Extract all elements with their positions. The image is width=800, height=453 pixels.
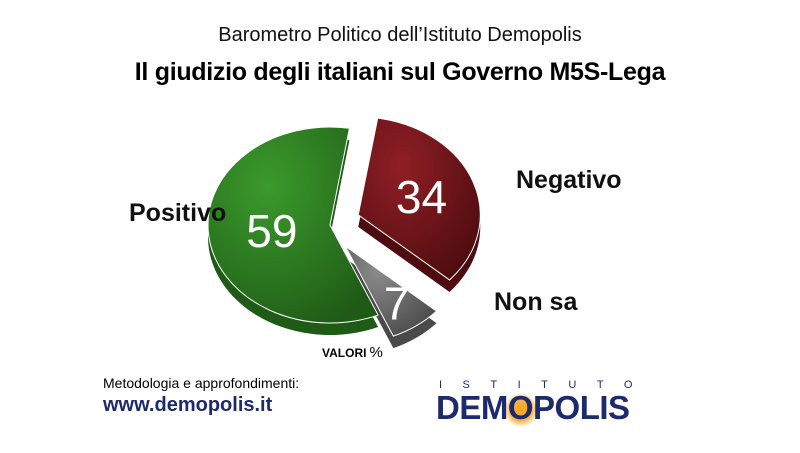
website-link[interactable]: www.demopolis.it <box>103 394 273 416</box>
methodology-text: Metodologia e approfondimenti: <box>103 375 300 391</box>
value-label-positivo: 59 <box>246 205 297 257</box>
value-label-negativo: 34 <box>396 171 447 223</box>
pie-slice-positivo <box>207 126 379 324</box>
pie-slice-non-sa <box>344 245 438 337</box>
units-label: VALORI <box>322 346 367 360</box>
logo-main-after: POLIS <box>533 389 630 426</box>
legend-label-negativo: Negativo <box>516 166 622 194</box>
pie-slice-negativo <box>357 117 481 281</box>
logo-accent-o: O <box>503 389 539 427</box>
chart-subtitle: Barometro Politico dell’Istituto Demopol… <box>218 24 582 46</box>
value-label-non-sa: 7 <box>384 277 410 329</box>
legend-label-positivo: Positivo <box>129 199 227 227</box>
logo-main-before: DEM <box>436 389 508 426</box>
units-symbol: % <box>369 344 383 361</box>
legend-label-non-sa: Non sa <box>494 288 578 316</box>
demopolis-logo: DEMOPOLIS <box>436 389 630 427</box>
units-note: VALORI% <box>322 344 383 361</box>
logo-top-text: ISTITUTO <box>439 379 653 391</box>
chart-title: Il giudizio degli italiani sul Governo M… <box>134 58 666 86</box>
